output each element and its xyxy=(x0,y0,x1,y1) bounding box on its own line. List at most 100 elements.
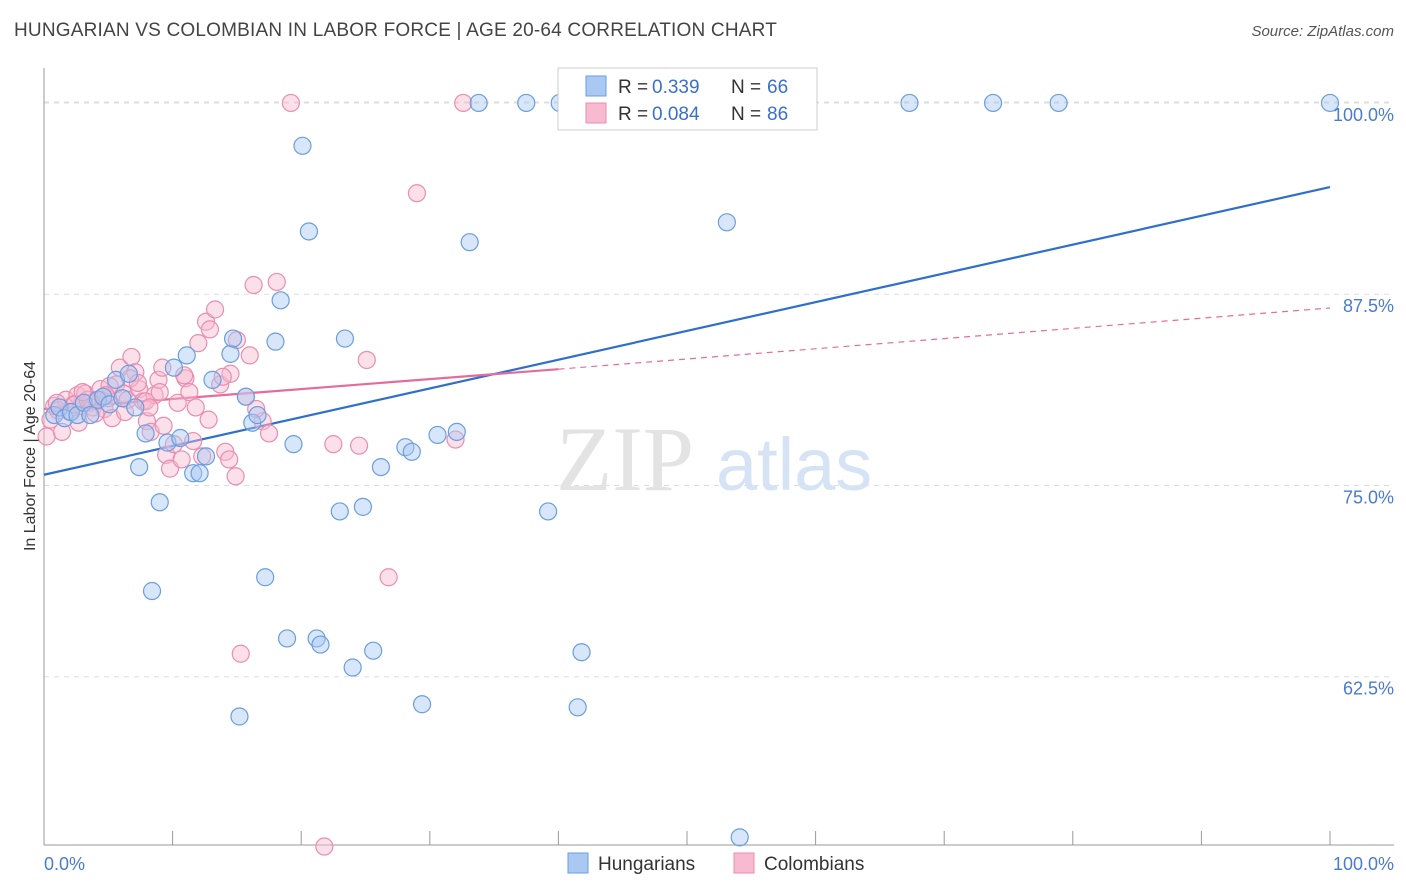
hungarian-point xyxy=(130,457,149,477)
x-tick-label-max: 100.0% xyxy=(1333,854,1394,874)
hungarian-point xyxy=(311,635,330,654)
hungarian-point xyxy=(364,641,383,660)
hungarian-point xyxy=(572,643,591,662)
colombian-point xyxy=(200,320,219,339)
chart-title: HUNGARIAN VS COLOMBIAN IN LABOR FORCE | … xyxy=(14,20,778,41)
hungarian-point xyxy=(343,658,362,677)
colombian-point xyxy=(213,367,232,386)
legend-r-value-hungarian: 0.339 xyxy=(652,77,700,98)
y-axis-label: In Labor Force | Age 20-64 xyxy=(22,361,39,551)
hungarian-point xyxy=(126,398,145,417)
colombian-trend-line-extension xyxy=(558,307,1331,370)
series-legend: Hungarians Colombians xyxy=(567,852,864,875)
colombian-point xyxy=(172,450,191,469)
hungarian-point xyxy=(460,233,479,252)
y-tick-label: 62.5% xyxy=(1343,679,1394,699)
stats-legend: R = 0.339 N = 66 R = 0.084 N = 86 xyxy=(557,67,818,131)
colombian-point xyxy=(199,410,218,429)
colombian-point xyxy=(454,93,473,113)
series-legend-label-hungarians: Hungarians xyxy=(598,854,695,875)
hungarian-point xyxy=(223,329,243,348)
hungarian-point xyxy=(717,213,736,232)
legend-swatch-hungarian xyxy=(585,75,607,97)
watermark: ZIP atlas xyxy=(556,408,872,510)
hungarian-point xyxy=(271,291,290,310)
x-tick-label-min: 0.0% xyxy=(44,854,85,874)
colombian-point xyxy=(226,467,245,486)
hungarian-point xyxy=(284,435,303,454)
legend-n-label-colombian: N = xyxy=(731,104,761,125)
hungarian-point xyxy=(730,828,749,847)
colombian-point xyxy=(244,275,263,295)
colombian-points xyxy=(37,93,473,856)
watermark-zip: ZIP xyxy=(556,408,694,510)
colombian-point xyxy=(122,347,141,367)
hungarian-point xyxy=(190,464,209,483)
hungarian-point xyxy=(299,222,319,241)
colombian-point xyxy=(324,435,343,454)
y-tick-label: 75.0% xyxy=(1343,487,1394,507)
axes xyxy=(43,68,1394,846)
watermark-atlas: atlas xyxy=(716,423,872,506)
colombian-point xyxy=(281,93,301,113)
legend-r-label-hungarian: R = xyxy=(618,77,648,98)
hungarian-point xyxy=(353,497,373,516)
colombian-point xyxy=(140,398,159,417)
colombian-point xyxy=(240,346,259,365)
hungarian-point xyxy=(81,405,100,425)
hungarian-point xyxy=(568,698,587,717)
hungarian-point xyxy=(136,424,155,443)
series-legend-swatch-colombians xyxy=(733,852,755,874)
colombian-point xyxy=(315,837,334,856)
colombian-point xyxy=(220,450,239,469)
hungarian-point xyxy=(293,136,312,155)
hungarian-point xyxy=(236,387,256,406)
legend-r-label-colombian: R = xyxy=(618,104,648,125)
hungarian-point xyxy=(335,329,355,348)
colombian-point xyxy=(349,436,369,455)
hungarian-point xyxy=(469,93,488,113)
colombian-point xyxy=(446,430,465,449)
hungarian-point xyxy=(428,425,447,445)
y-tick-labels: 62.5% 75.0% 87.5% 100.0% xyxy=(1333,105,1394,699)
legend-n-label-hungarian: N = xyxy=(731,77,761,98)
hungarian-point xyxy=(983,93,1003,113)
hungarian-points xyxy=(45,93,1340,847)
hungarian-point xyxy=(517,93,536,113)
colombian-point xyxy=(168,393,187,412)
hungarian-point xyxy=(277,629,297,648)
hungarian-point xyxy=(184,464,203,483)
colombian-point xyxy=(379,568,398,587)
hungarian-point xyxy=(164,358,183,377)
colombian-point xyxy=(37,427,56,446)
hungarian-point xyxy=(203,370,222,389)
colombian-point xyxy=(176,369,195,388)
legend-n-value-hungarian: 66 xyxy=(767,77,788,98)
colombian-point xyxy=(186,398,205,417)
hungarian-point xyxy=(248,405,267,425)
colombian-point xyxy=(247,399,266,419)
hungarian-point xyxy=(447,422,466,441)
y-tick-label: 87.5% xyxy=(1343,296,1394,316)
hungarian-point xyxy=(150,493,169,512)
colombian-point xyxy=(175,366,194,385)
colombian-point xyxy=(407,184,427,203)
legend-n-value-colombian: 86 xyxy=(767,104,788,125)
colombian-point xyxy=(231,644,250,663)
colombian-point xyxy=(267,272,286,292)
hungarian-point xyxy=(119,364,138,383)
colombian-point xyxy=(52,422,72,441)
colombian-point xyxy=(150,383,169,402)
hungarian-point xyxy=(177,346,196,365)
source-label: Source: ZipAtlas.com xyxy=(1251,23,1394,40)
series-legend-swatch-hungarians xyxy=(567,852,589,874)
hungarian-point xyxy=(1320,93,1340,113)
colombian-point xyxy=(115,402,135,422)
hungarian-point xyxy=(266,332,285,351)
hungarian-point xyxy=(412,695,432,714)
hungarian-point xyxy=(88,390,108,409)
legend-r-value-colombian: 0.084 xyxy=(652,104,700,125)
hungarian-point xyxy=(330,502,349,521)
series-legend-label-colombians: Colombians xyxy=(764,854,864,875)
